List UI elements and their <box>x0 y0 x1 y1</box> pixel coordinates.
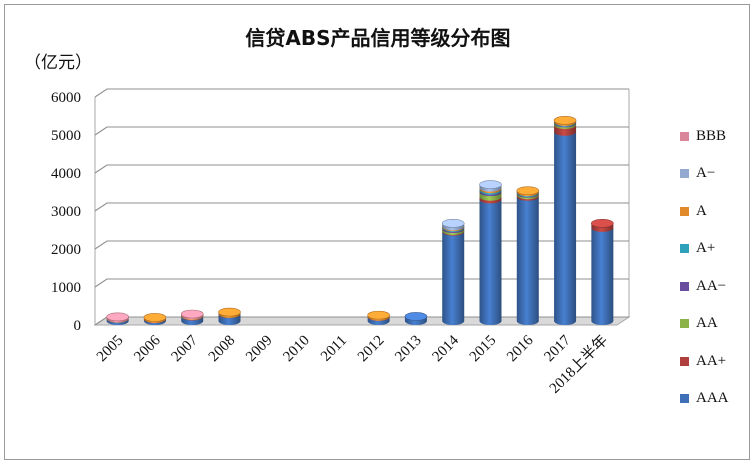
legend-item: AA <box>680 315 718 332</box>
legend-label: BBB <box>696 127 727 144</box>
bars <box>106 116 614 325</box>
bar-top <box>367 310 390 320</box>
bar-segment-A-2017 <box>553 116 577 126</box>
legend-swatch <box>680 244 689 253</box>
plot-floor <box>93 89 631 326</box>
bar-segment-AAA-2018上半年 <box>591 227 614 325</box>
unit-label: （亿元） <box>24 53 92 73</box>
legend-swatch <box>680 169 689 178</box>
legend-label: AA+ <box>696 352 727 369</box>
bar-segment-A-2008 <box>218 307 241 318</box>
x-tick-label: 2005 <box>94 333 127 366</box>
grid-line <box>94 126 629 136</box>
bar-top <box>516 186 540 195</box>
legend-item: AA+ <box>680 353 726 369</box>
bar-segment-AAA-2013 <box>404 312 428 325</box>
x-tick-label: 2015 <box>467 333 500 366</box>
legend-label: AAA <box>696 390 729 406</box>
legend-item: AAA <box>680 390 729 407</box>
legend-item: A− <box>680 165 716 182</box>
x-tick-label: 2012 <box>355 333 388 366</box>
grid-line <box>94 88 629 98</box>
legend-swatch <box>680 206 689 216</box>
x-tick-label: 2011 <box>318 333 350 365</box>
legend-item: AA− <box>680 278 726 294</box>
x-tick-label: 2017 <box>541 332 574 365</box>
legend-label: AA− <box>696 277 727 294</box>
bar-segment-BBB-2005 <box>106 312 129 323</box>
y-tick-label: 1000 <box>51 280 81 296</box>
y-tick-label: 6000 <box>51 90 81 106</box>
bar-top <box>553 116 577 125</box>
legend-item: BBB <box>680 128 726 144</box>
bar-segment-A−-2014 <box>441 219 465 231</box>
bar-segment-BBB-2007 <box>180 309 204 320</box>
y-axis-ticks: 0 1000 2000 3000 4000 5000 6000 <box>51 90 81 334</box>
x-tick-label: 2010 <box>280 333 313 366</box>
x-tick-label: 2013 <box>392 333 425 366</box>
legend-label: A <box>696 202 707 219</box>
bar-top <box>441 219 465 228</box>
x-tick-label: 2007 <box>169 332 202 365</box>
bar-top <box>404 312 428 321</box>
y-tick-label: 5000 <box>51 128 81 144</box>
y-tick-label: 0 <box>74 318 82 334</box>
bar-segment-A-2016 <box>516 186 540 197</box>
bar-top <box>180 309 204 319</box>
legend-swatch <box>680 356 689 366</box>
legend-label: AA <box>696 315 718 331</box>
bar-top <box>218 307 241 317</box>
x-tick-label: 2014 <box>430 332 463 365</box>
grid-line <box>94 202 629 212</box>
y-tick-label: 2000 <box>51 242 81 258</box>
y-tick-label: 3000 <box>51 204 81 220</box>
legend-swatch <box>680 319 689 328</box>
legend-swatch <box>680 394 689 403</box>
x-tick-label: 2016 <box>504 332 537 365</box>
y-tick-label: 4000 <box>51 166 81 182</box>
bar-segment-AAA-2017 <box>554 131 577 325</box>
legend-label: A− <box>696 165 716 181</box>
x-tick-label: 2006 <box>131 332 164 365</box>
x-tick-label: 2009 <box>243 333 276 366</box>
bar-top <box>591 219 614 228</box>
bar-segment-A−-2015 <box>479 180 502 192</box>
bar-segment-AAA-2015 <box>479 199 502 325</box>
legend-item: A+ <box>680 240 716 257</box>
bar-top <box>106 312 129 322</box>
grid-line <box>94 164 629 174</box>
bar-segment-AAA-2014 <box>442 231 465 325</box>
legend-label: A+ <box>696 240 716 256</box>
bar-segment-AA+-2018上半年 <box>591 219 614 232</box>
chart-title: 信贷ABS产品信用等级分布图 <box>245 26 511 50</box>
floor-plane <box>93 316 631 326</box>
bar-segment-AAA-2016 <box>516 196 539 325</box>
bar-top <box>479 180 502 189</box>
bar-segment-A-2006 <box>143 313 167 323</box>
bar-segment-A-2012 <box>367 310 390 321</box>
legend-swatch <box>680 281 689 291</box>
bar-top <box>143 313 167 322</box>
legend-swatch <box>680 131 689 141</box>
x-axis-ticks: 2005 2006 2007 2008 2009 2010 2011 2012 2013 2014… <box>94 332 611 397</box>
x-tick-label: 2008 <box>206 333 239 366</box>
legend-item: A <box>680 203 707 219</box>
